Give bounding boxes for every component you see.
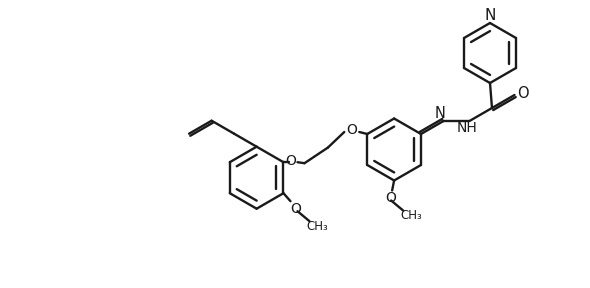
Text: CH₃: CH₃ — [400, 209, 422, 222]
Text: O: O — [517, 86, 528, 101]
Text: O: O — [346, 123, 357, 137]
Text: CH₃: CH₃ — [307, 220, 329, 233]
Text: N: N — [435, 107, 446, 122]
Text: O: O — [386, 192, 396, 206]
Text: O: O — [285, 154, 296, 168]
Text: NH: NH — [457, 121, 478, 135]
Text: N: N — [484, 9, 496, 24]
Text: O: O — [290, 202, 301, 216]
